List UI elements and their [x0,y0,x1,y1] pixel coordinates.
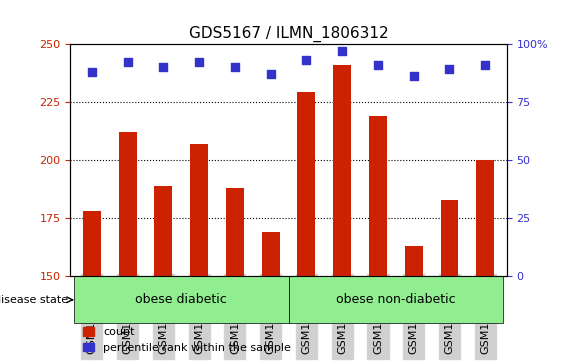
Bar [405,246,423,363]
Point [230,64,239,70]
Text: obese non-diabetic: obese non-diabetic [336,293,455,306]
Bar [440,200,458,363]
Bar [119,132,137,363]
Text: disease state: disease state [0,295,69,305]
Bar [226,188,244,363]
Legend: count, percentile rank within the sample: count, percentile rank within the sample [79,323,296,358]
Point [481,62,490,68]
FancyBboxPatch shape [289,277,503,323]
Point [159,64,168,70]
Point [195,59,204,65]
FancyBboxPatch shape [74,277,289,323]
Point [445,66,454,72]
Bar [190,144,208,363]
Point [87,69,96,74]
Point [373,62,382,68]
Bar [154,185,172,363]
Text: obese diabetic: obese diabetic [135,293,227,306]
Point [123,59,132,65]
Point [266,71,275,77]
Bar [369,116,387,363]
Bar [333,65,351,363]
Bar [262,232,280,363]
Bar [476,160,494,363]
Point [409,73,418,79]
Bar [83,211,101,363]
Bar [297,93,315,363]
Title: GDS5167 / ILMN_1806312: GDS5167 / ILMN_1806312 [189,26,388,42]
Point [338,48,347,53]
Point [302,57,311,63]
